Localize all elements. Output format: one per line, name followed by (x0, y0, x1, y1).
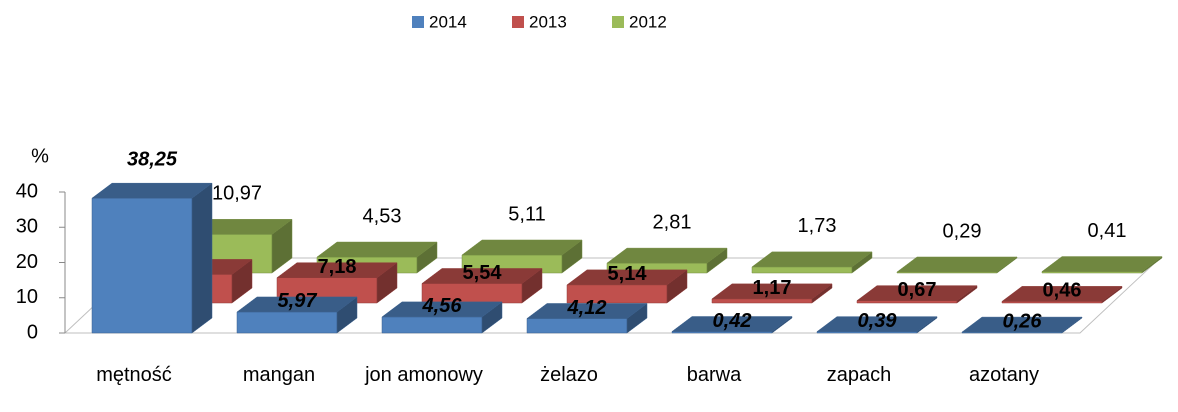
y-tick-label: 20 (16, 251, 38, 273)
value-label: 38,25 (127, 148, 178, 170)
legend-label: 2014 (429, 12, 467, 31)
x-tick-label: żelazo (540, 364, 598, 386)
bar-front (381, 316, 483, 334)
bar-top (856, 285, 978, 301)
value-label: 5,14 (608, 263, 648, 285)
bar-front (526, 318, 628, 334)
bar-top (381, 301, 503, 318)
bar (91, 182, 213, 334)
bar (896, 256, 1018, 274)
value-label: 4,53 (363, 205, 402, 227)
bar-top (526, 303, 648, 319)
bar (751, 251, 873, 274)
value-label: 0,67 (898, 279, 937, 301)
y-axis-label: % (31, 145, 49, 167)
legend-label: 2012 (629, 12, 667, 31)
value-label: 4,12 (567, 297, 607, 319)
bar-top (671, 316, 793, 332)
bar-top (1041, 256, 1163, 272)
bar (961, 316, 1083, 334)
bar-front (711, 298, 813, 304)
legend-swatch (512, 16, 524, 28)
x-tick-label: zapach (826, 364, 892, 386)
value-label: 1,73 (798, 215, 837, 237)
value-label: 5,97 (278, 290, 318, 312)
x-tick-label: mangan (242, 364, 316, 386)
value-label: 0,26 (1003, 310, 1043, 332)
value-label: 5,54 (463, 262, 503, 284)
x-tick-label: barwa (686, 364, 742, 386)
x-tick-label: mętność (96, 364, 172, 386)
bar (711, 283, 833, 304)
bar-top (91, 182, 213, 199)
value-label: 5,11 (508, 203, 545, 225)
bar-side (191, 182, 213, 334)
bar-front (751, 266, 853, 274)
bar (856, 285, 978, 304)
bar-front (236, 311, 338, 334)
bar-top (961, 316, 1083, 333)
value-label: 0,41 (1088, 220, 1127, 242)
bar-top (566, 269, 688, 286)
value-label: 7,18 (318, 256, 357, 278)
bar-top (896, 256, 1018, 273)
bar (381, 301, 503, 334)
value-label: 0,46 (1043, 280, 1082, 302)
bar (1001, 285, 1123, 304)
bar-top (816, 316, 938, 332)
bar (1041, 256, 1163, 274)
value-label: 1,17 (753, 277, 792, 299)
y-tick-label: 40 (16, 180, 38, 202)
bar (526, 302, 648, 334)
bar (276, 262, 398, 304)
bar-top (461, 239, 583, 256)
y-tick-label: 10 (16, 286, 38, 308)
bar (671, 316, 793, 334)
legend-label: 2013 (529, 12, 567, 31)
value-label: 2,81 (653, 211, 692, 233)
bar-top (1001, 286, 1123, 302)
y-tick-label: 0 (27, 321, 38, 343)
bar-top (606, 247, 728, 264)
bar-top (316, 241, 438, 258)
bar (566, 269, 688, 304)
value-label: 0,39 (858, 310, 898, 332)
bar (421, 267, 543, 304)
value-label: 0,29 (943, 220, 982, 242)
bar (236, 296, 358, 334)
bar (816, 316, 938, 334)
bar-front (856, 300, 958, 304)
bar-top (711, 283, 833, 300)
value-label: 0,42 (713, 310, 752, 332)
bar-top (421, 268, 543, 284)
legend-swatch (412, 16, 424, 28)
x-tick-label: azotany (968, 364, 1040, 386)
x-tick-label: jon amonowy (365, 364, 483, 386)
bar-top (276, 262, 398, 278)
bar-top (751, 251, 873, 268)
y-tick-label: 30 (16, 216, 38, 238)
bar-top (236, 296, 358, 313)
value-label: 10,97 (212, 183, 262, 205)
bar-front (91, 197, 193, 334)
value-label: 4,56 (422, 295, 463, 317)
legend-swatch (612, 16, 624, 28)
